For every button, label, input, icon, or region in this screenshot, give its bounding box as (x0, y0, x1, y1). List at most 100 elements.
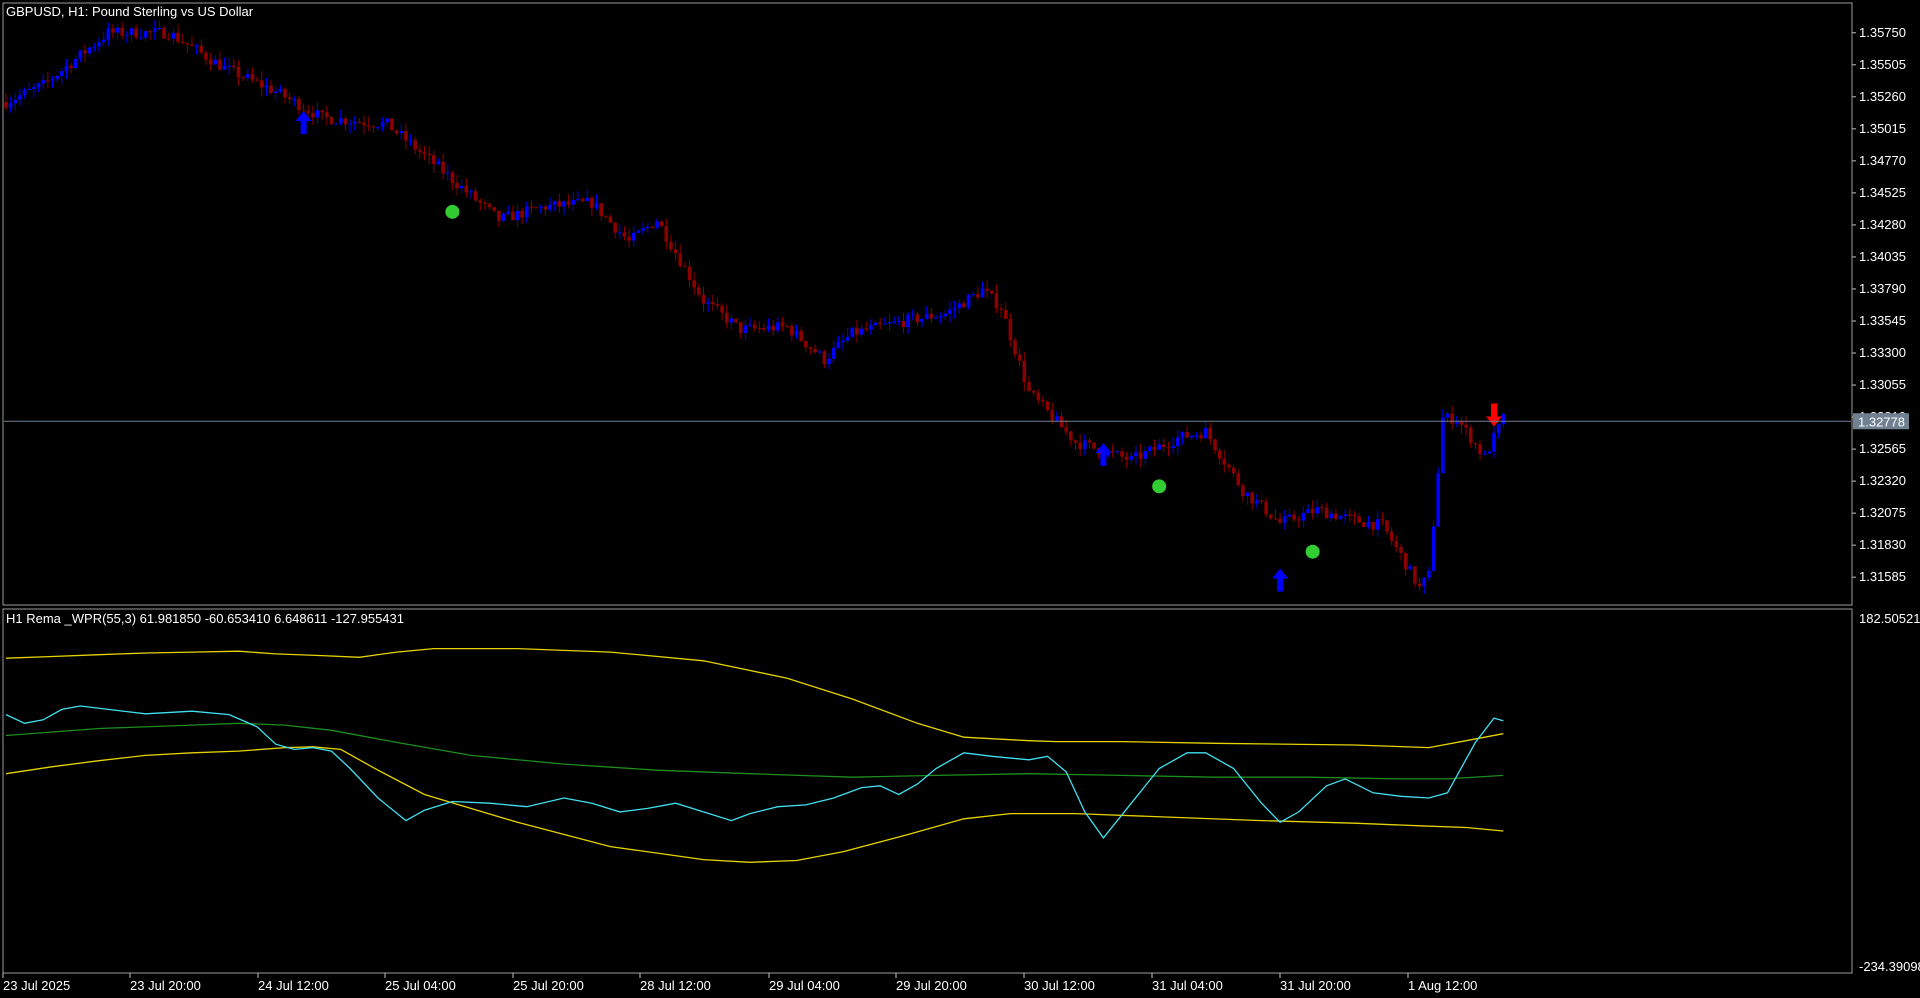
candle-body (752, 324, 757, 328)
candle-body (1115, 451, 1120, 453)
candle-body (315, 110, 320, 118)
candle (604, 214, 608, 220)
candle-body (897, 320, 901, 322)
candle-body (664, 226, 669, 242)
candle (817, 348, 822, 356)
buy-arrow-icon (1272, 568, 1289, 592)
candle (976, 287, 980, 301)
candles-group (4, 20, 1506, 594)
candle (362, 115, 366, 135)
candle (511, 206, 515, 221)
candle (999, 303, 1003, 318)
candle-body (306, 110, 311, 113)
candle-body (1273, 518, 1278, 520)
candle-body (1357, 516, 1361, 523)
candle-body (157, 27, 162, 29)
candle (153, 20, 157, 40)
candle (799, 326, 803, 343)
candle (1166, 441, 1171, 457)
candle (255, 75, 259, 83)
candle (1129, 452, 1134, 464)
indicator-pane[interactable]: H1 Rema _WPR(55,3) 61.981850 -60.653410 … (2, 608, 1920, 974)
indicator-line-signal (5, 722, 1504, 780)
candle (678, 244, 683, 268)
candle (1282, 510, 1287, 530)
candle (50, 76, 55, 89)
candle-body (413, 140, 417, 150)
indicator-tick-label: 182.505217 (1859, 611, 1920, 626)
candle-body (111, 28, 115, 33)
candle (1138, 443, 1143, 468)
candle-body (738, 322, 743, 334)
candle-body (613, 222, 617, 233)
candle-body (483, 202, 487, 204)
candle (1217, 447, 1222, 465)
candle-body (1468, 427, 1473, 444)
candle (985, 280, 989, 298)
candle-body (985, 288, 989, 291)
candle (469, 188, 473, 199)
candle-body (855, 327, 859, 335)
candle (1259, 499, 1264, 504)
candle-body (673, 249, 678, 254)
candle-body (1255, 500, 1259, 504)
candle-body (878, 322, 882, 325)
candle-body (1092, 442, 1096, 449)
candle (18, 88, 22, 106)
candle-body (1338, 516, 1343, 520)
candle (831, 340, 836, 364)
candle (641, 222, 645, 235)
candle-body (92, 46, 97, 48)
candle (218, 51, 222, 71)
candle (1148, 445, 1152, 456)
candle (1031, 389, 1036, 396)
price-pane[interactable]: GBPUSD, H1: Pound Sterling vs US Dollar … (2, 2, 1909, 606)
candle (543, 204, 548, 216)
candle (971, 292, 975, 298)
candle-body (180, 41, 185, 44)
candle (250, 67, 255, 83)
candle-body (785, 325, 789, 327)
candle-body (850, 327, 855, 337)
candle (1231, 464, 1236, 478)
candle (594, 194, 599, 211)
candle-body (804, 340, 808, 348)
candle-body (859, 328, 864, 335)
candle-body (1041, 399, 1045, 402)
candle (1162, 437, 1166, 453)
candle (720, 303, 724, 321)
candle (966, 294, 971, 310)
candle (1269, 514, 1273, 520)
candle-body (1343, 514, 1347, 517)
candle (1003, 302, 1008, 320)
candle (673, 241, 678, 261)
candle (315, 101, 320, 124)
time-axis[interactable]: 23 Jul 2025 23 Jul 20:00 24 Jul 12:00 25 Ju… (2, 973, 1477, 993)
candle-body (580, 199, 585, 201)
candle (1478, 440, 1482, 460)
price-axis[interactable]: 1.35750 1.35505 1.35260 1.35015 1.34770 1.345… (1852, 25, 1906, 584)
candle-body (273, 91, 278, 93)
candle-body (776, 322, 780, 331)
candle-body (678, 253, 683, 266)
sell-arrow-shape (1486, 403, 1502, 427)
time-tick-label: 31 Jul 04:00 (1152, 978, 1223, 993)
candle (115, 23, 120, 40)
candle (385, 117, 390, 126)
candle (636, 229, 641, 234)
candle (1482, 450, 1487, 456)
candle (766, 318, 771, 333)
candle (459, 179, 464, 194)
candle-body (1278, 518, 1282, 523)
candle-body (455, 182, 459, 189)
candle-body (1022, 360, 1027, 383)
candle-body (492, 207, 497, 211)
candle (1417, 577, 1422, 591)
candle-body (269, 85, 273, 93)
candle-body (1231, 467, 1236, 474)
price-tick-label: 1.33055 (1859, 377, 1906, 392)
candle (106, 22, 111, 46)
candle-body (966, 295, 971, 308)
candle (1487, 449, 1492, 455)
